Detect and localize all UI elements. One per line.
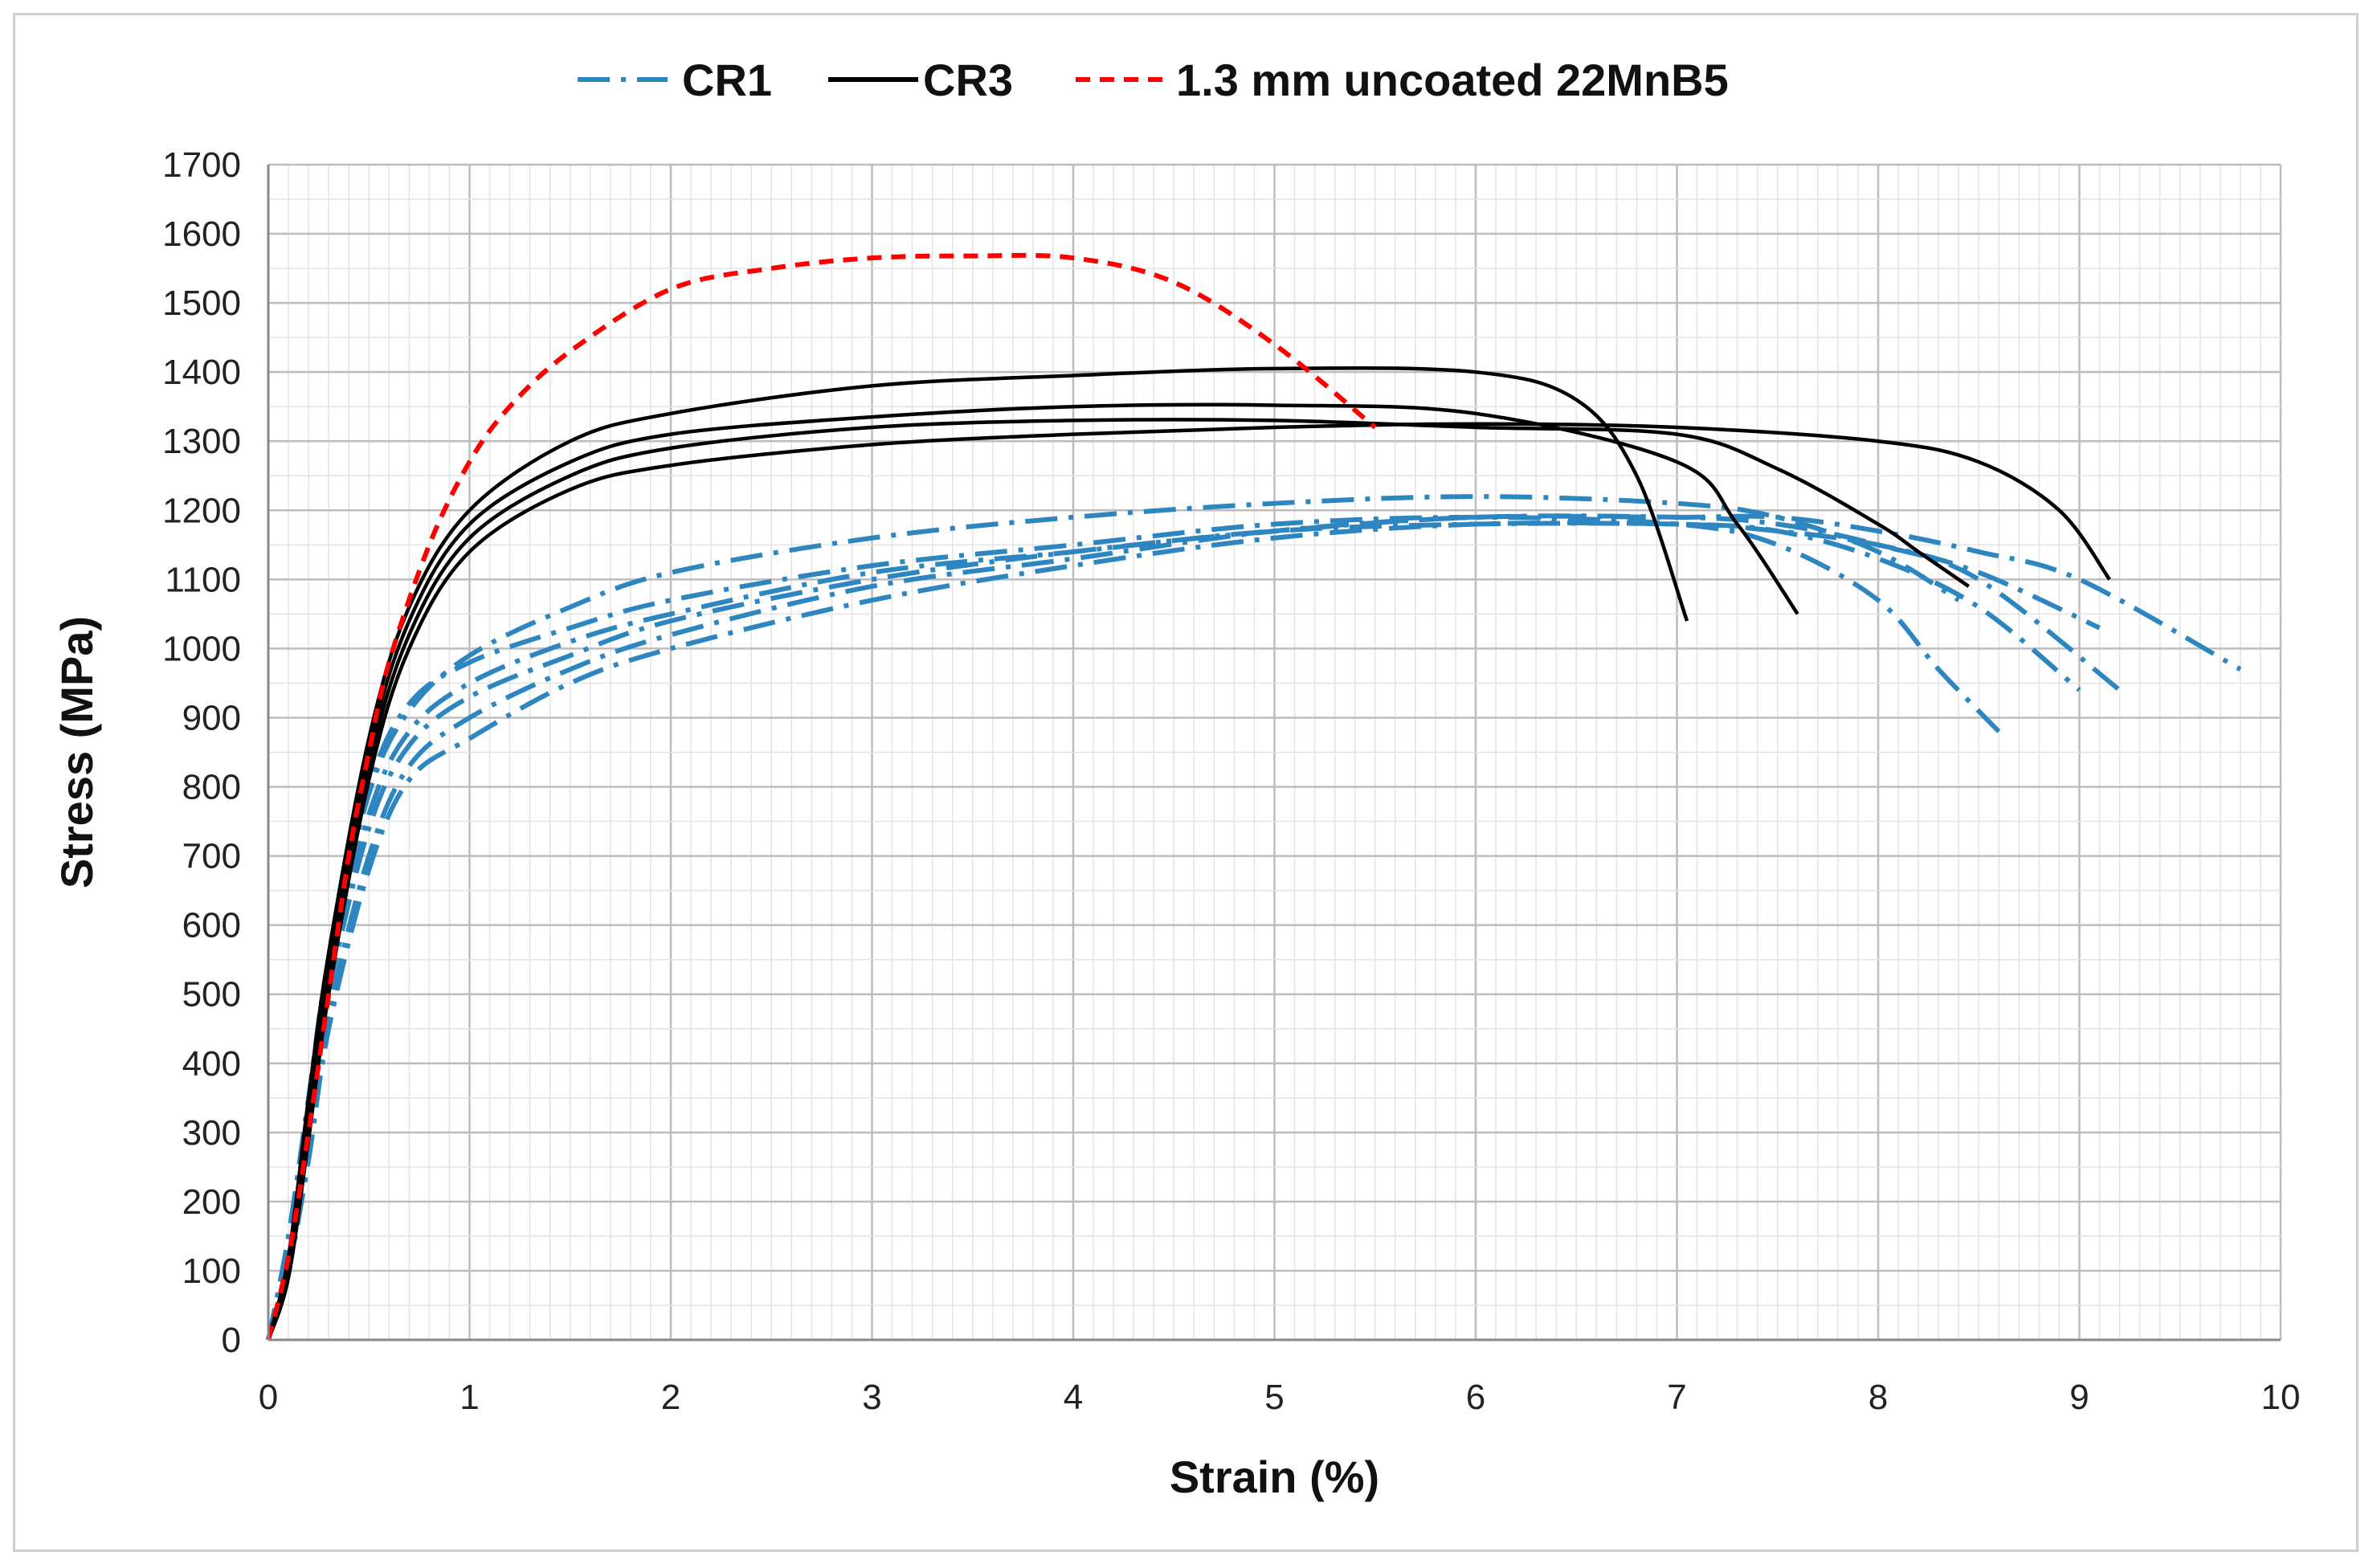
chart-frame: 0 1 2 3 4 5 6 7 8 9 10 0 100 200 300 400 500 600 700 800 900…: [13, 13, 2359, 1552]
x-tick-label: 2: [661, 1378, 680, 1417]
x-tick-label: 4: [1064, 1378, 1083, 1417]
y-tick-label: 400: [182, 1044, 241, 1084]
x-tick-label: 1: [459, 1378, 479, 1417]
y-axis-title: Stress (MPa): [51, 616, 102, 888]
series-line-cr1-2: [266, 513, 2122, 1341]
legend-label-2: 1.3 mm uncoated 22MnB5: [1176, 55, 1729, 105]
y-tick-label: 600: [182, 906, 241, 945]
y-tick-label: 800: [182, 768, 241, 807]
series-line-cr3-6: [266, 365, 1689, 1341]
y-tick-label: 900: [182, 698, 241, 737]
series-lines: [266, 252, 2242, 1341]
y-tick-label: 100: [182, 1252, 241, 1291]
x-tick-label: 0: [259, 1378, 278, 1417]
x-tick-label: 3: [862, 1378, 881, 1417]
x-tick-label: 8: [1869, 1378, 1888, 1417]
series-line-cr1-3: [266, 513, 2242, 1341]
legend-label-0: CR1: [682, 55, 772, 105]
x-tick-label: 10: [2261, 1378, 2301, 1417]
y-tick-label: 1500: [162, 284, 241, 323]
legend: CR1 CR3 1.3 mm uncoated 22MnB5: [578, 55, 1729, 105]
x-tick-label: 9: [2069, 1378, 2089, 1417]
axes: 0 1 2 3 4 5 6 7 8 9 100100200300400500600700800900…: [162, 145, 2300, 1417]
y-tick-label: 1600: [162, 214, 241, 254]
series-line-cr3-7: [266, 402, 1799, 1341]
y-tick-label: 1100: [165, 560, 241, 599]
stress-strain-chart: 0 1 2 3 4 5 6 7 8 9 100100200300400500600700800900…: [51, 55, 2300, 1502]
y-tick-label: 0: [222, 1321, 241, 1360]
y-tick-label: 500: [182, 975, 241, 1015]
legend-label-1: CR3: [923, 55, 1013, 105]
x-tick-label: 5: [1264, 1378, 1284, 1417]
x-axis-title: Strain (%): [1170, 1452, 1379, 1502]
y-tick-label: 1400: [162, 353, 241, 392]
y-tick-label: 200: [182, 1182, 241, 1222]
x-tick-label: 6: [1466, 1378, 1485, 1417]
y-tick-label: 1300: [162, 422, 241, 461]
y-tick-label: 300: [182, 1113, 241, 1153]
y-tick-label: 700: [182, 837, 241, 876]
series-line-cr1-5: [266, 520, 2101, 1341]
y-tick-label: 1000: [162, 629, 241, 668]
x-tick-label: 7: [1667, 1378, 1686, 1417]
y-tick-label: 1700: [162, 145, 241, 185]
grid: [267, 163, 2282, 1341]
series-line-cr1-4: [266, 494, 1960, 1341]
series-line-22mnb5-10: [266, 252, 1377, 1341]
y-tick-label: 1200: [162, 491, 241, 530]
